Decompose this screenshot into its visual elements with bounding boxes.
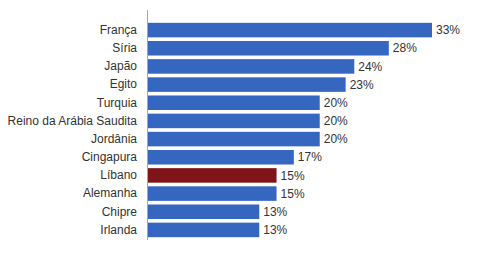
- data-label: 15%: [281, 169, 305, 183]
- tick-label: Reino da Arábia Saudita: [8, 114, 138, 128]
- tick: Chipre: [102, 205, 138, 219]
- tick: Líbano: [100, 168, 137, 182]
- bar: [147, 41, 389, 56]
- tick: Turquia: [97, 96, 138, 110]
- tick-label: Egito: [110, 77, 138, 91]
- data-label: 15%: [281, 187, 305, 201]
- data-label: 24%: [358, 60, 382, 74]
- bar: [147, 223, 259, 238]
- tick-label: Síria: [112, 41, 137, 55]
- y-axis: França Síria Japão Egito Turquia Reino da Ará…: [8, 10, 148, 240]
- tick: França: [100, 23, 138, 37]
- tick-label: França: [100, 23, 138, 37]
- tick-label: Irlanda: [100, 223, 137, 237]
- tick: Irlanda: [100, 223, 137, 237]
- tick-label: Chipre: [102, 205, 138, 219]
- tick: Cingapura: [82, 150, 138, 164]
- data-label: 33%: [436, 23, 460, 37]
- chart: França Síria Japão Egito Turquia Reino da Ará…: [0, 0, 483, 261]
- data-label: 28%: [393, 41, 417, 55]
- bar: [147, 114, 320, 129]
- bar: [147, 132, 320, 147]
- bar: [147, 23, 432, 38]
- data-label: 13%: [263, 205, 287, 219]
- bar: [147, 95, 320, 110]
- data-labels: 33%28%24%23%20%20%20%17%15%15%13%13%: [263, 23, 460, 237]
- tick: Japão: [104, 59, 137, 73]
- data-label: 13%: [263, 223, 287, 237]
- tick: Síria: [112, 41, 137, 55]
- tick-label: Alemanha: [83, 186, 137, 200]
- data-label: 20%: [324, 114, 348, 128]
- bar: [147, 77, 346, 92]
- tick: Egito: [110, 77, 138, 91]
- tick-label: Líbano: [100, 168, 137, 182]
- data-label: 17%: [298, 150, 322, 164]
- tick-label: Japão: [104, 59, 137, 73]
- data-label: 23%: [350, 78, 374, 92]
- tick-label: Jordânia: [91, 132, 137, 146]
- bar: [147, 59, 354, 74]
- tick-label: Cingapura: [82, 150, 138, 164]
- bar: [147, 150, 294, 165]
- tick-label: Turquia: [97, 96, 138, 110]
- bar: [147, 168, 277, 183]
- bar: [147, 186, 277, 201]
- tick: Alemanha: [83, 186, 137, 200]
- data-label: 20%: [324, 96, 348, 110]
- tick: Reino da Arábia Saudita: [8, 114, 138, 128]
- tick: Jordânia: [91, 132, 137, 146]
- axis-line: [147, 10, 148, 240]
- bars: [147, 23, 432, 237]
- data-label: 20%: [324, 132, 348, 146]
- bar: [147, 204, 259, 219]
